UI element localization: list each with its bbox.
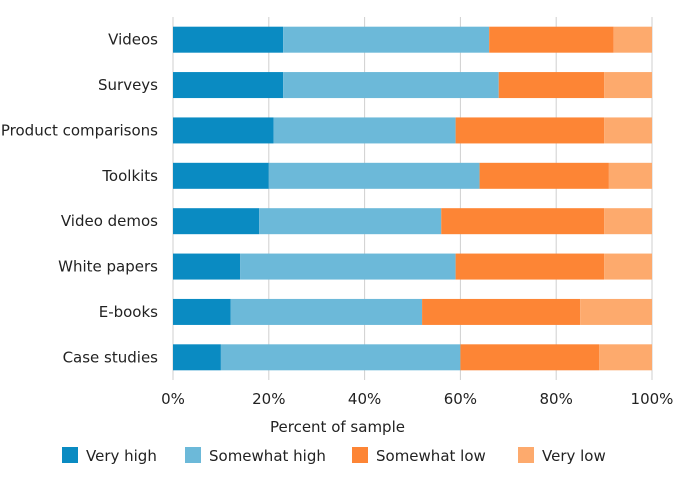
x-tick-label: 80% — [540, 390, 573, 408]
bar-segment — [230, 298, 423, 325]
bar-segment — [613, 26, 652, 53]
bar-segment — [608, 162, 652, 189]
bar-segment — [455, 117, 605, 144]
bar-segment — [173, 162, 269, 189]
legend-label: Somewhat high — [209, 447, 326, 465]
x-tick-label: 0% — [161, 390, 185, 408]
bar-series — [173, 26, 652, 371]
category-label: Video demos — [61, 212, 158, 230]
bar-segment — [220, 344, 461, 371]
bar-segment — [604, 117, 652, 144]
category-label: Case studies — [63, 348, 159, 366]
bar-segment — [173, 26, 284, 53]
bar-segment — [604, 253, 652, 280]
bar-segment — [580, 298, 652, 325]
bar-segment — [173, 344, 221, 371]
category-label: Surveys — [98, 76, 158, 94]
bar-segment — [283, 26, 490, 53]
category-labels: Videos Surveys Product comparisons Toolkits… — [1, 31, 158, 367]
category-label: Toolkits — [101, 167, 158, 185]
x-tick-label: 60% — [444, 390, 477, 408]
bar-segment — [599, 344, 652, 371]
legend-label: Somewhat low — [376, 447, 486, 465]
bar-segment — [173, 72, 284, 99]
bar-segment — [455, 253, 605, 280]
legend-swatch — [352, 447, 368, 463]
x-tick-label: 100% — [631, 390, 674, 408]
bar-segment — [173, 117, 274, 144]
x-axis-title: Percent of sample — [270, 418, 405, 436]
x-tick-label: 20% — [252, 390, 285, 408]
bar-segment — [173, 298, 231, 325]
bar-segment — [604, 208, 652, 235]
bar-segment — [460, 344, 600, 371]
bar-segment — [240, 253, 456, 280]
legend-label: Very low — [542, 447, 606, 465]
category-label: Product comparisons — [1, 121, 158, 139]
vertical-gridlines — [172, 17, 653, 380]
bar-segment — [268, 162, 480, 189]
bar-segment — [173, 208, 260, 235]
bar-segment — [441, 208, 605, 235]
category-label: White papers — [58, 258, 158, 276]
x-tick-label: 40% — [348, 390, 381, 408]
bar-segment — [273, 117, 456, 144]
legend-swatch — [185, 447, 201, 463]
bar-segment — [259, 208, 442, 235]
bar-segment — [604, 72, 652, 99]
x-axis-tick-labels: 0% 20% 40% 60% 80% 100% — [161, 390, 673, 408]
legend-swatch — [518, 447, 534, 463]
bar-segment — [283, 72, 499, 99]
legend-label: Very high — [86, 447, 157, 465]
bar-segment — [479, 162, 609, 189]
legend: Very high Somewhat high Somewhat low Very l… — [62, 447, 606, 465]
bar-segment — [173, 253, 241, 280]
legend-swatch — [62, 447, 78, 463]
category-label: E-books — [99, 303, 158, 321]
bar-segment — [422, 298, 581, 325]
bar-segment — [498, 72, 605, 99]
category-label: Videos — [108, 31, 158, 49]
bar-segment — [489, 26, 614, 53]
